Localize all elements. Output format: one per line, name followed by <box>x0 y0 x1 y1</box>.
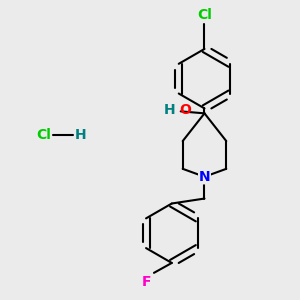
Text: Cl: Cl <box>197 8 212 22</box>
Text: Cl: Cl <box>36 128 51 142</box>
Text: H: H <box>75 128 86 142</box>
Text: F: F <box>142 275 151 289</box>
Text: N: N <box>199 170 210 184</box>
Text: H: H <box>164 103 176 117</box>
Text: O: O <box>180 103 192 117</box>
